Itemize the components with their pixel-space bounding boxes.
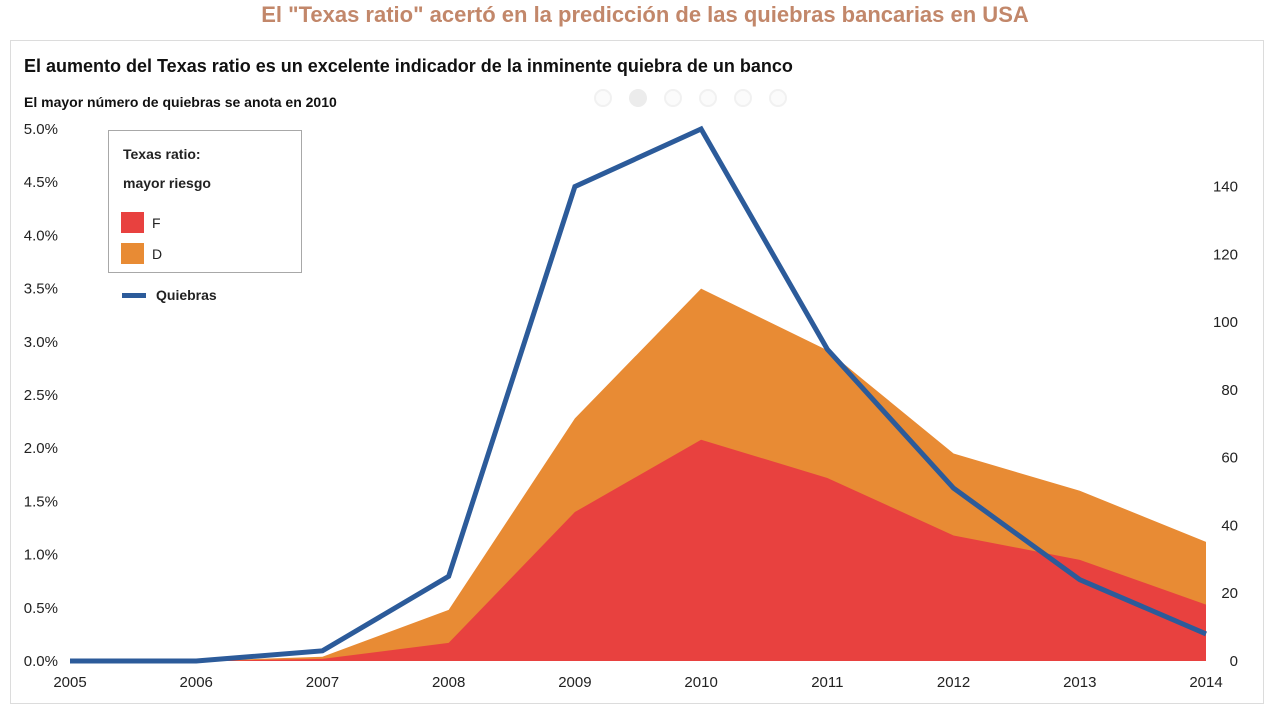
y-left-tick-label: 4.0% <box>24 227 58 244</box>
y-right-tick-label: 40 <box>1221 517 1238 534</box>
x-tick-label: 2013 <box>1063 674 1096 691</box>
y-left-tick-label: 1.5% <box>24 493 58 510</box>
carousel-dot[interactable] <box>769 89 787 107</box>
x-tick-label: 2014 <box>1189 674 1222 691</box>
y-left-tick-label: 3.0% <box>24 334 58 351</box>
carousel-dot[interactable] <box>699 89 717 107</box>
carousel-dots <box>594 89 787 107</box>
chart-note: El mayor número de quiebras se anota en … <box>24 94 337 110</box>
chart-subtitle: El aumento del Texas ratio es un excelen… <box>24 56 793 76</box>
y-left-tick-label: 0.0% <box>24 653 58 670</box>
chart-frame <box>10 40 1264 704</box>
x-tick-label: 2009 <box>558 674 591 691</box>
y-left-tick-label: 2.0% <box>24 440 58 457</box>
y-right-tick-label: 140 <box>1213 179 1238 196</box>
y-right-tick-label: 100 <box>1213 314 1238 331</box>
y-right-tick-label: 120 <box>1213 246 1238 263</box>
y-left-tick-label: 3.5% <box>24 281 58 298</box>
y-right-tick-label: 20 <box>1221 585 1238 602</box>
series-line-quiebras <box>70 125 1207 664</box>
carousel-dot[interactable] <box>594 89 612 107</box>
y-right-tick-label: 80 <box>1221 382 1238 399</box>
carousel-dot[interactable] <box>664 89 682 107</box>
legend-item-f: F <box>121 212 161 233</box>
carousel-dot[interactable] <box>734 89 752 107</box>
legend-title-line1: Texas ratio: <box>123 146 201 162</box>
x-tick-label: 2005 <box>53 674 86 691</box>
y-left-tick-label: 1.0% <box>24 547 58 564</box>
y-right-tick-label: 0 <box>1230 653 1238 670</box>
y-left-tick-label: 5.0% <box>24 121 58 138</box>
y-left-tick-label: 4.5% <box>24 174 58 191</box>
legend-swatch-d <box>121 243 144 264</box>
legend-label-f: F <box>152 214 161 231</box>
y-right-tick-label: 60 <box>1221 450 1238 467</box>
legend-item-quiebras: Quiebras <box>122 287 217 303</box>
legend-label-d: D <box>152 245 163 262</box>
y-left-tick-label: 2.5% <box>24 387 58 404</box>
legend-title-line2: mayor riesgo <box>123 175 211 191</box>
page-title: El "Texas ratio" acertó en la predicción… <box>261 2 1029 27</box>
y-left-tick-label: 0.5% <box>24 600 58 617</box>
x-tick-label: 2008 <box>432 674 465 691</box>
series-area-f <box>70 439 1206 661</box>
legend-line-swatch <box>122 292 146 298</box>
x-tick-label: 2007 <box>306 674 339 691</box>
legend-label-quiebras: Quiebras <box>156 287 217 303</box>
x-tick-label: 2011 <box>811 674 843 691</box>
chart-legend: Texas ratio: mayor riesgo F D <box>108 130 302 273</box>
carousel-dot[interactable] <box>629 89 647 107</box>
legend-swatch-f <box>121 212 144 233</box>
x-tick-label: 2010 <box>684 674 717 691</box>
x-tick-label: 2006 <box>180 674 213 691</box>
x-tick-label: 2012 <box>937 674 970 691</box>
legend-item-d: D <box>121 243 162 264</box>
